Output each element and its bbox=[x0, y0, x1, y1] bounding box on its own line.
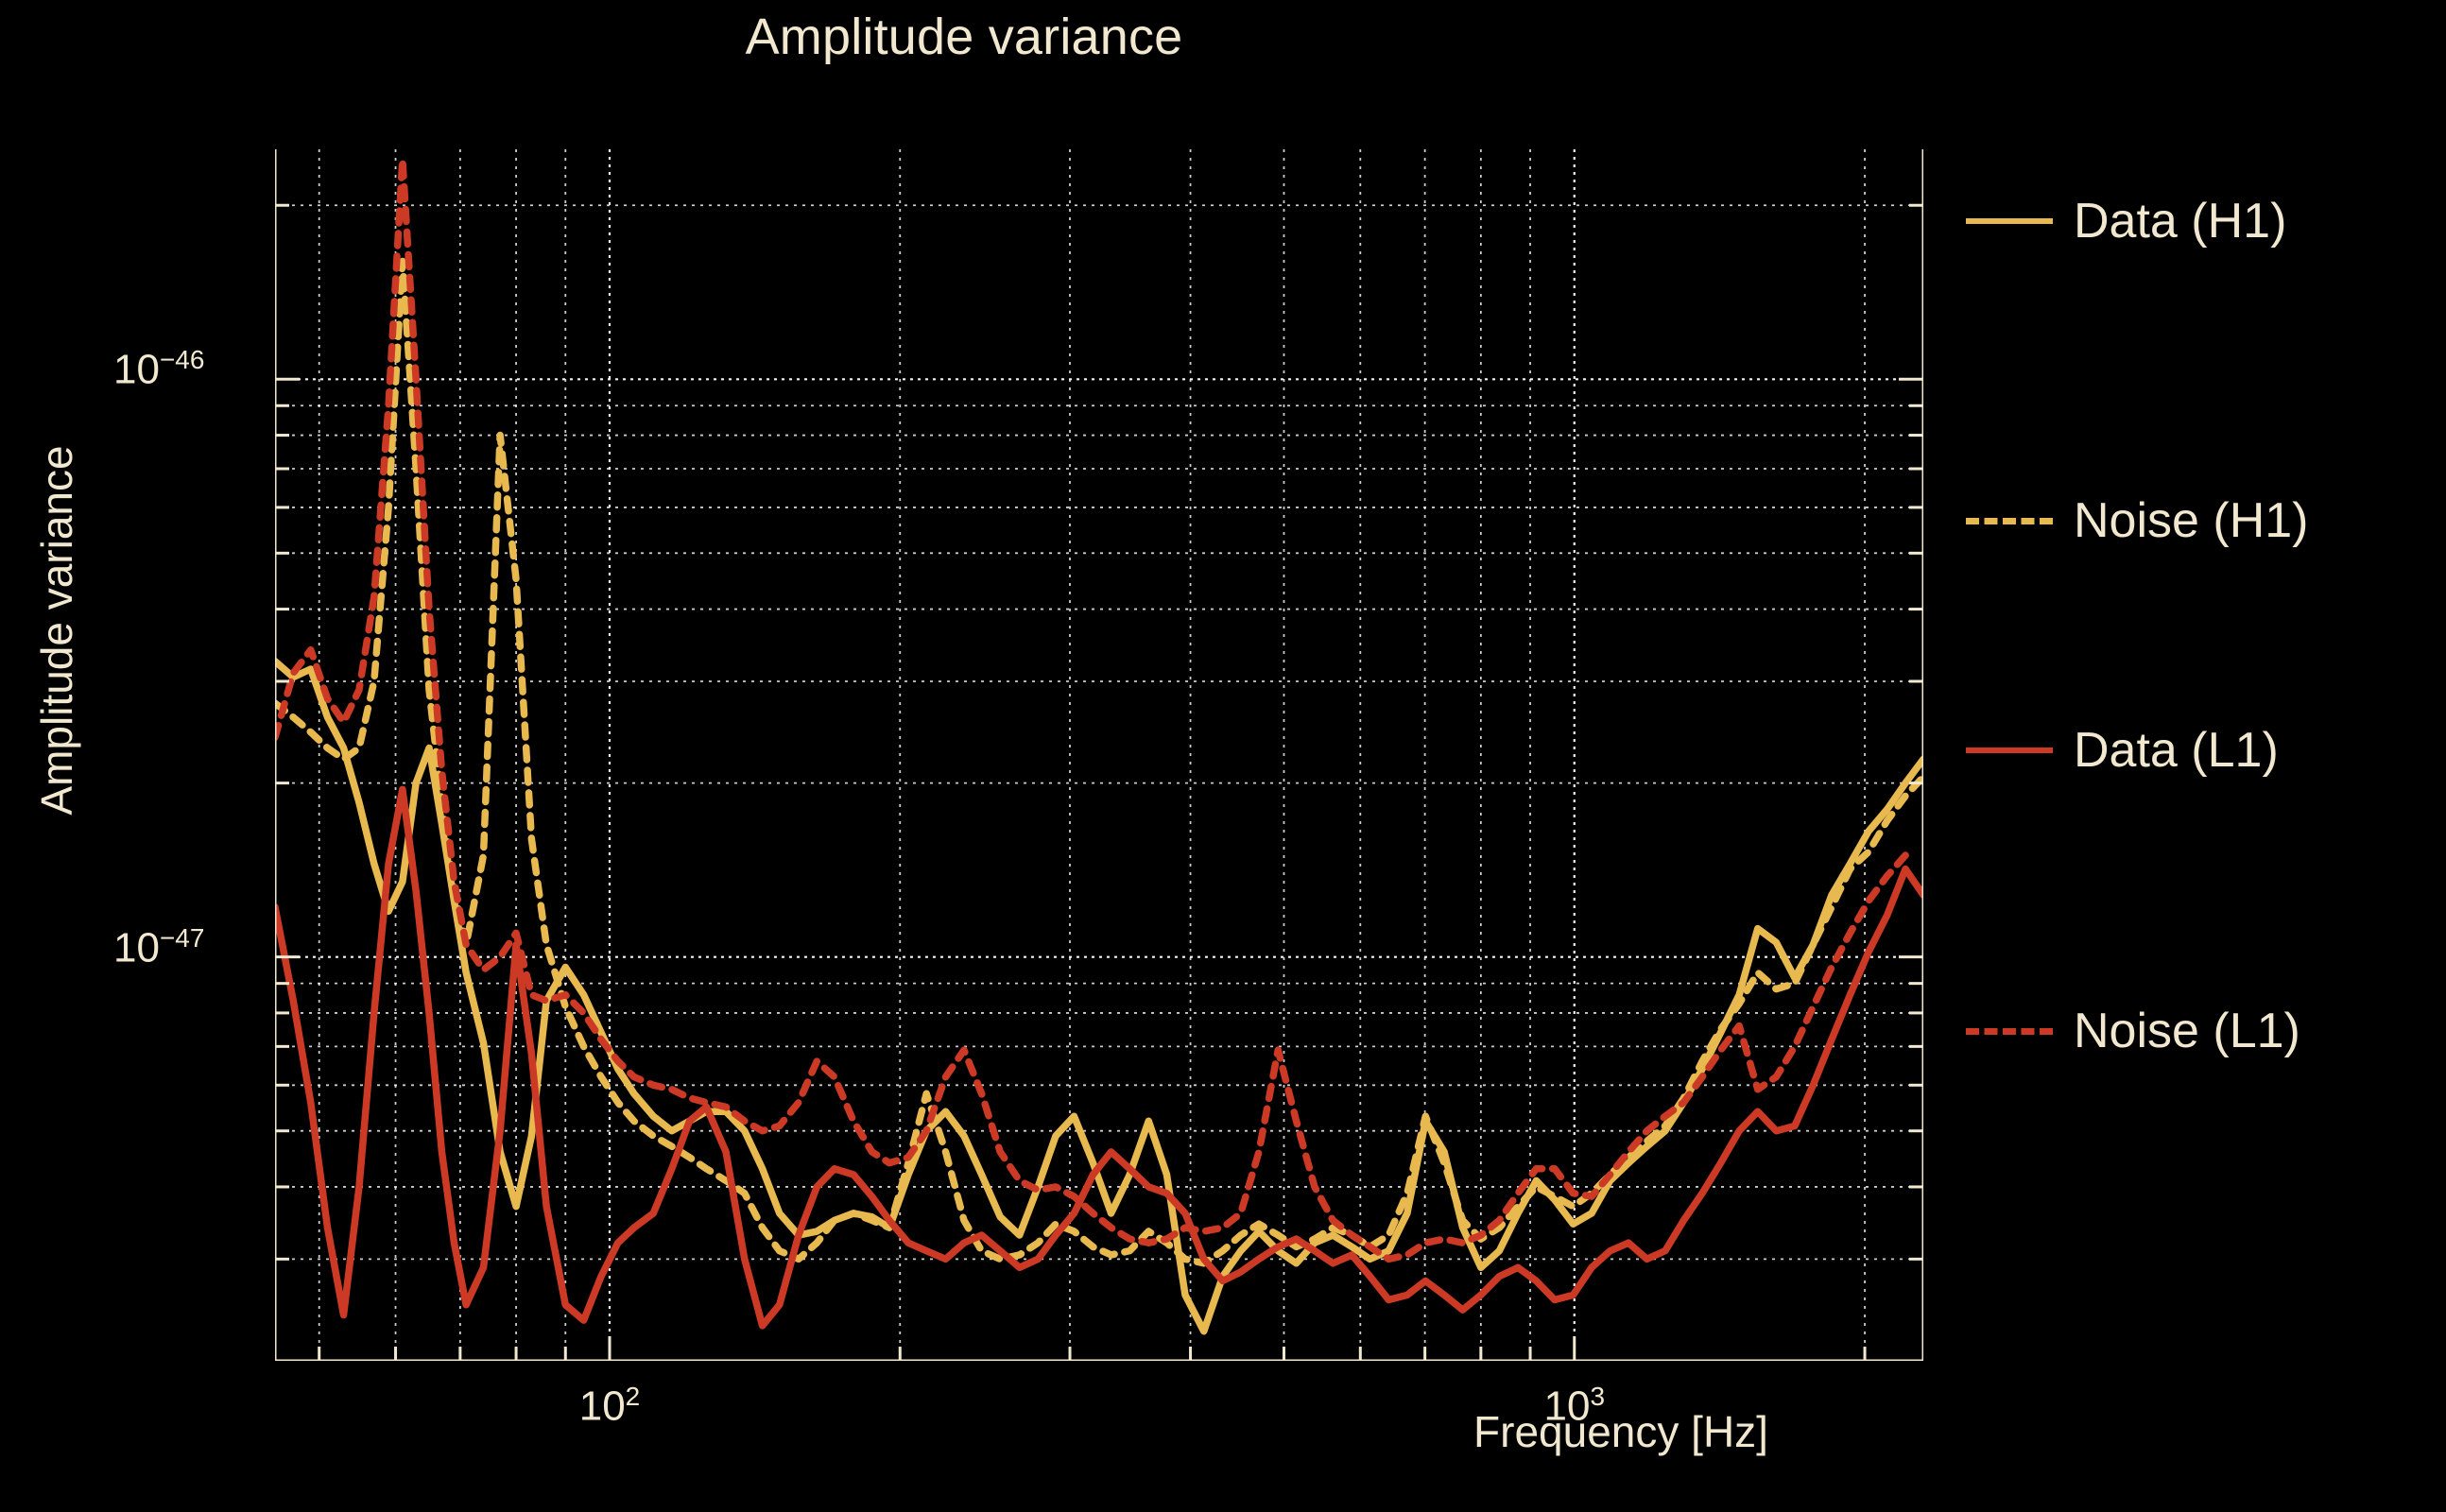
x-tick-label: 102 bbox=[579, 1382, 641, 1431]
series-line-2 bbox=[275, 785, 1923, 1330]
y-axis-label: Amplitude variance bbox=[32, 445, 81, 816]
chart-title: Amplitude variance bbox=[745, 9, 1183, 65]
axis-frame bbox=[275, 149, 1923, 1361]
series-line-0 bbox=[275, 657, 1923, 1335]
x-tick-mantissa: 10 bbox=[1543, 1383, 1591, 1430]
legend-label: Data (L1) bbox=[2074, 723, 2279, 779]
y-tick-exponent: −47 bbox=[159, 922, 205, 953]
legend-item-3[interactable]: Noise (L1) bbox=[1966, 1003, 2300, 1059]
legend-item-0[interactable]: Data (H1) bbox=[1966, 193, 2286, 249]
x-tick-exponent: 3 bbox=[1590, 1382, 1606, 1411]
legend-label: Noise (H1) bbox=[2074, 493, 2309, 549]
x-tick-mantissa: 10 bbox=[578, 1383, 626, 1430]
y-tick-label: 10−47 bbox=[113, 923, 204, 972]
legend-swatch-solid bbox=[1966, 218, 2053, 224]
legend-swatch-solid bbox=[1966, 747, 2053, 754]
legend-swatch-dotted bbox=[1966, 517, 2053, 524]
series-line-3 bbox=[275, 156, 1909, 1263]
x-tick-label: 103 bbox=[1543, 1382, 1605, 1431]
y-tick-mantissa: 10 bbox=[113, 346, 160, 393]
plot-svg bbox=[275, 149, 1923, 1361]
plot-area bbox=[275, 149, 1923, 1361]
y-tick-label: 10−46 bbox=[113, 345, 204, 394]
legend-label: Noise (L1) bbox=[2074, 1004, 2300, 1059]
x-axis-label: Frequency [Hz] bbox=[1473, 1407, 1768, 1456]
y-tick-exponent: −46 bbox=[159, 345, 205, 375]
data-series-group bbox=[275, 156, 1923, 1335]
legend-label: Data (H1) bbox=[2074, 194, 2287, 249]
legend-item-1[interactable]: Noise (H1) bbox=[1966, 492, 2309, 549]
x-tick-exponent: 2 bbox=[625, 1382, 641, 1411]
legend-item-2[interactable]: Data (L1) bbox=[1966, 722, 2279, 779]
chart-legend: Data (H1) Noise (H1) Data (L1) Noise (L1) bbox=[1966, 142, 2446, 1370]
y-tick-mantissa: 10 bbox=[113, 924, 160, 971]
grid-lines bbox=[275, 149, 1923, 1361]
legend-swatch-dotted bbox=[1966, 1027, 2053, 1035]
